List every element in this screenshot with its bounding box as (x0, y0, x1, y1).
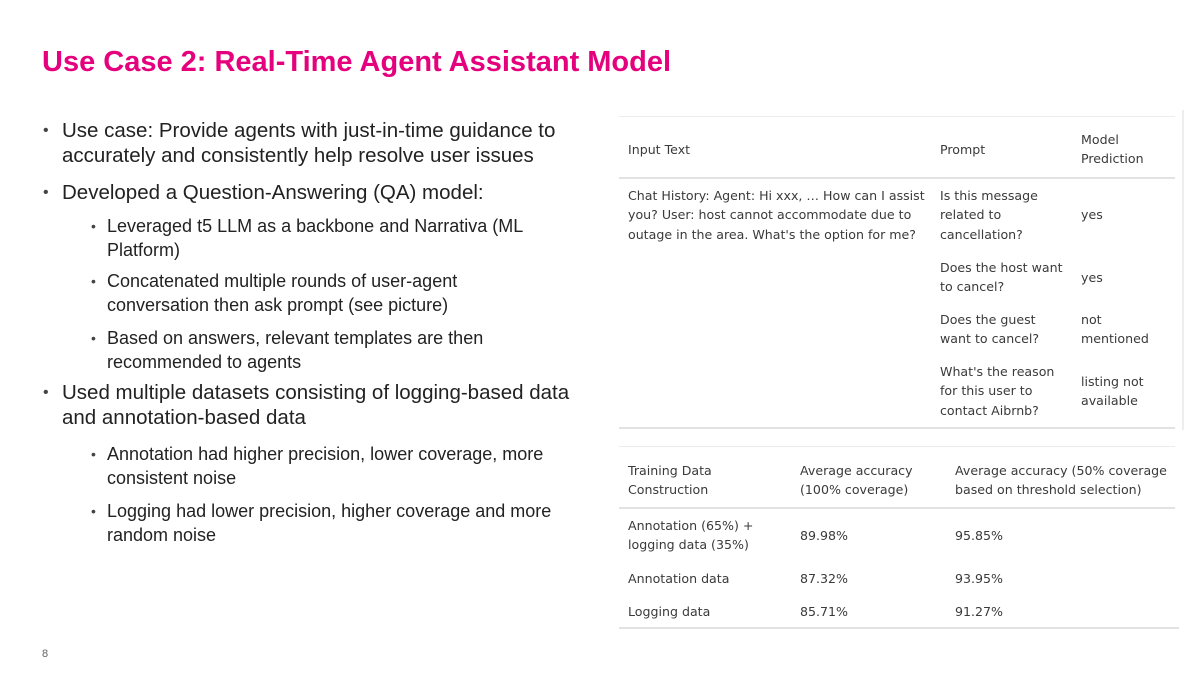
sub-bullet: Concatenated multiple rounds of user-age… (91, 269, 527, 317)
prediction-cell: yes (1081, 270, 1103, 285)
prompt-cell: Is this message related to cancellation? (940, 188, 1038, 242)
prompt-cell: Does the host want to cancel? (940, 260, 1063, 295)
table-cell: 85.71% (800, 604, 849, 619)
table-cell: 93.95% (955, 571, 1004, 586)
table-cell: 89.98% (800, 528, 849, 543)
table-cell: 95.85% (955, 528, 1004, 543)
sub-bullet: Logging had lower precision, higher cove… (91, 499, 607, 547)
prediction-cell: yes (1081, 207, 1103, 222)
prompt-cell: What's the reason for this user to conta… (940, 364, 1055, 418)
bullet: Use case: Provide agents with just-in-ti… (43, 118, 622, 168)
page-number: 8 (42, 648, 49, 660)
prediction-cell: not mentioned (1081, 312, 1149, 347)
slide-title: Use Case 2: Real-Time Agent Assistant Mo… (42, 46, 672, 78)
table-cell: 87.32% (800, 571, 849, 586)
bullet: Used multiple datasets consisting of log… (43, 380, 592, 430)
header-input-text: Input Text (628, 142, 691, 157)
header-accuracy-50: Average accuracy (50% coverage based on … (955, 463, 1167, 498)
table-cell: Annotation (65%) + logging data (35%) (628, 518, 754, 553)
table-cell: Annotation data (628, 571, 730, 586)
prompt-cell: Does the guest want to cancel? (940, 312, 1040, 347)
table-cell: 91.27% (955, 604, 1004, 619)
bullet: Developed a Question-Answering (QA) mode… (43, 180, 622, 205)
header-model-prediction: Model Prediction (1081, 132, 1144, 167)
header-training-data: Training Data Construction (628, 463, 712, 498)
header-prompt: Prompt (940, 142, 986, 157)
sub-bullet: Based on answers, relevant templates are… (91, 326, 547, 374)
sub-bullet: Annotation had higher precision, lower c… (91, 442, 607, 490)
header-accuracy-100: Average accuracy (100% coverage) (800, 463, 913, 498)
prediction-cell: listing not available (1081, 374, 1144, 409)
table-cell: Logging data (628, 604, 711, 619)
sub-bullet: Leveraged t5 LLM as a backbone and Narra… (91, 214, 587, 262)
input-text-cell: Chat History: Agent: Hi xxx, … How can I… (628, 188, 925, 242)
